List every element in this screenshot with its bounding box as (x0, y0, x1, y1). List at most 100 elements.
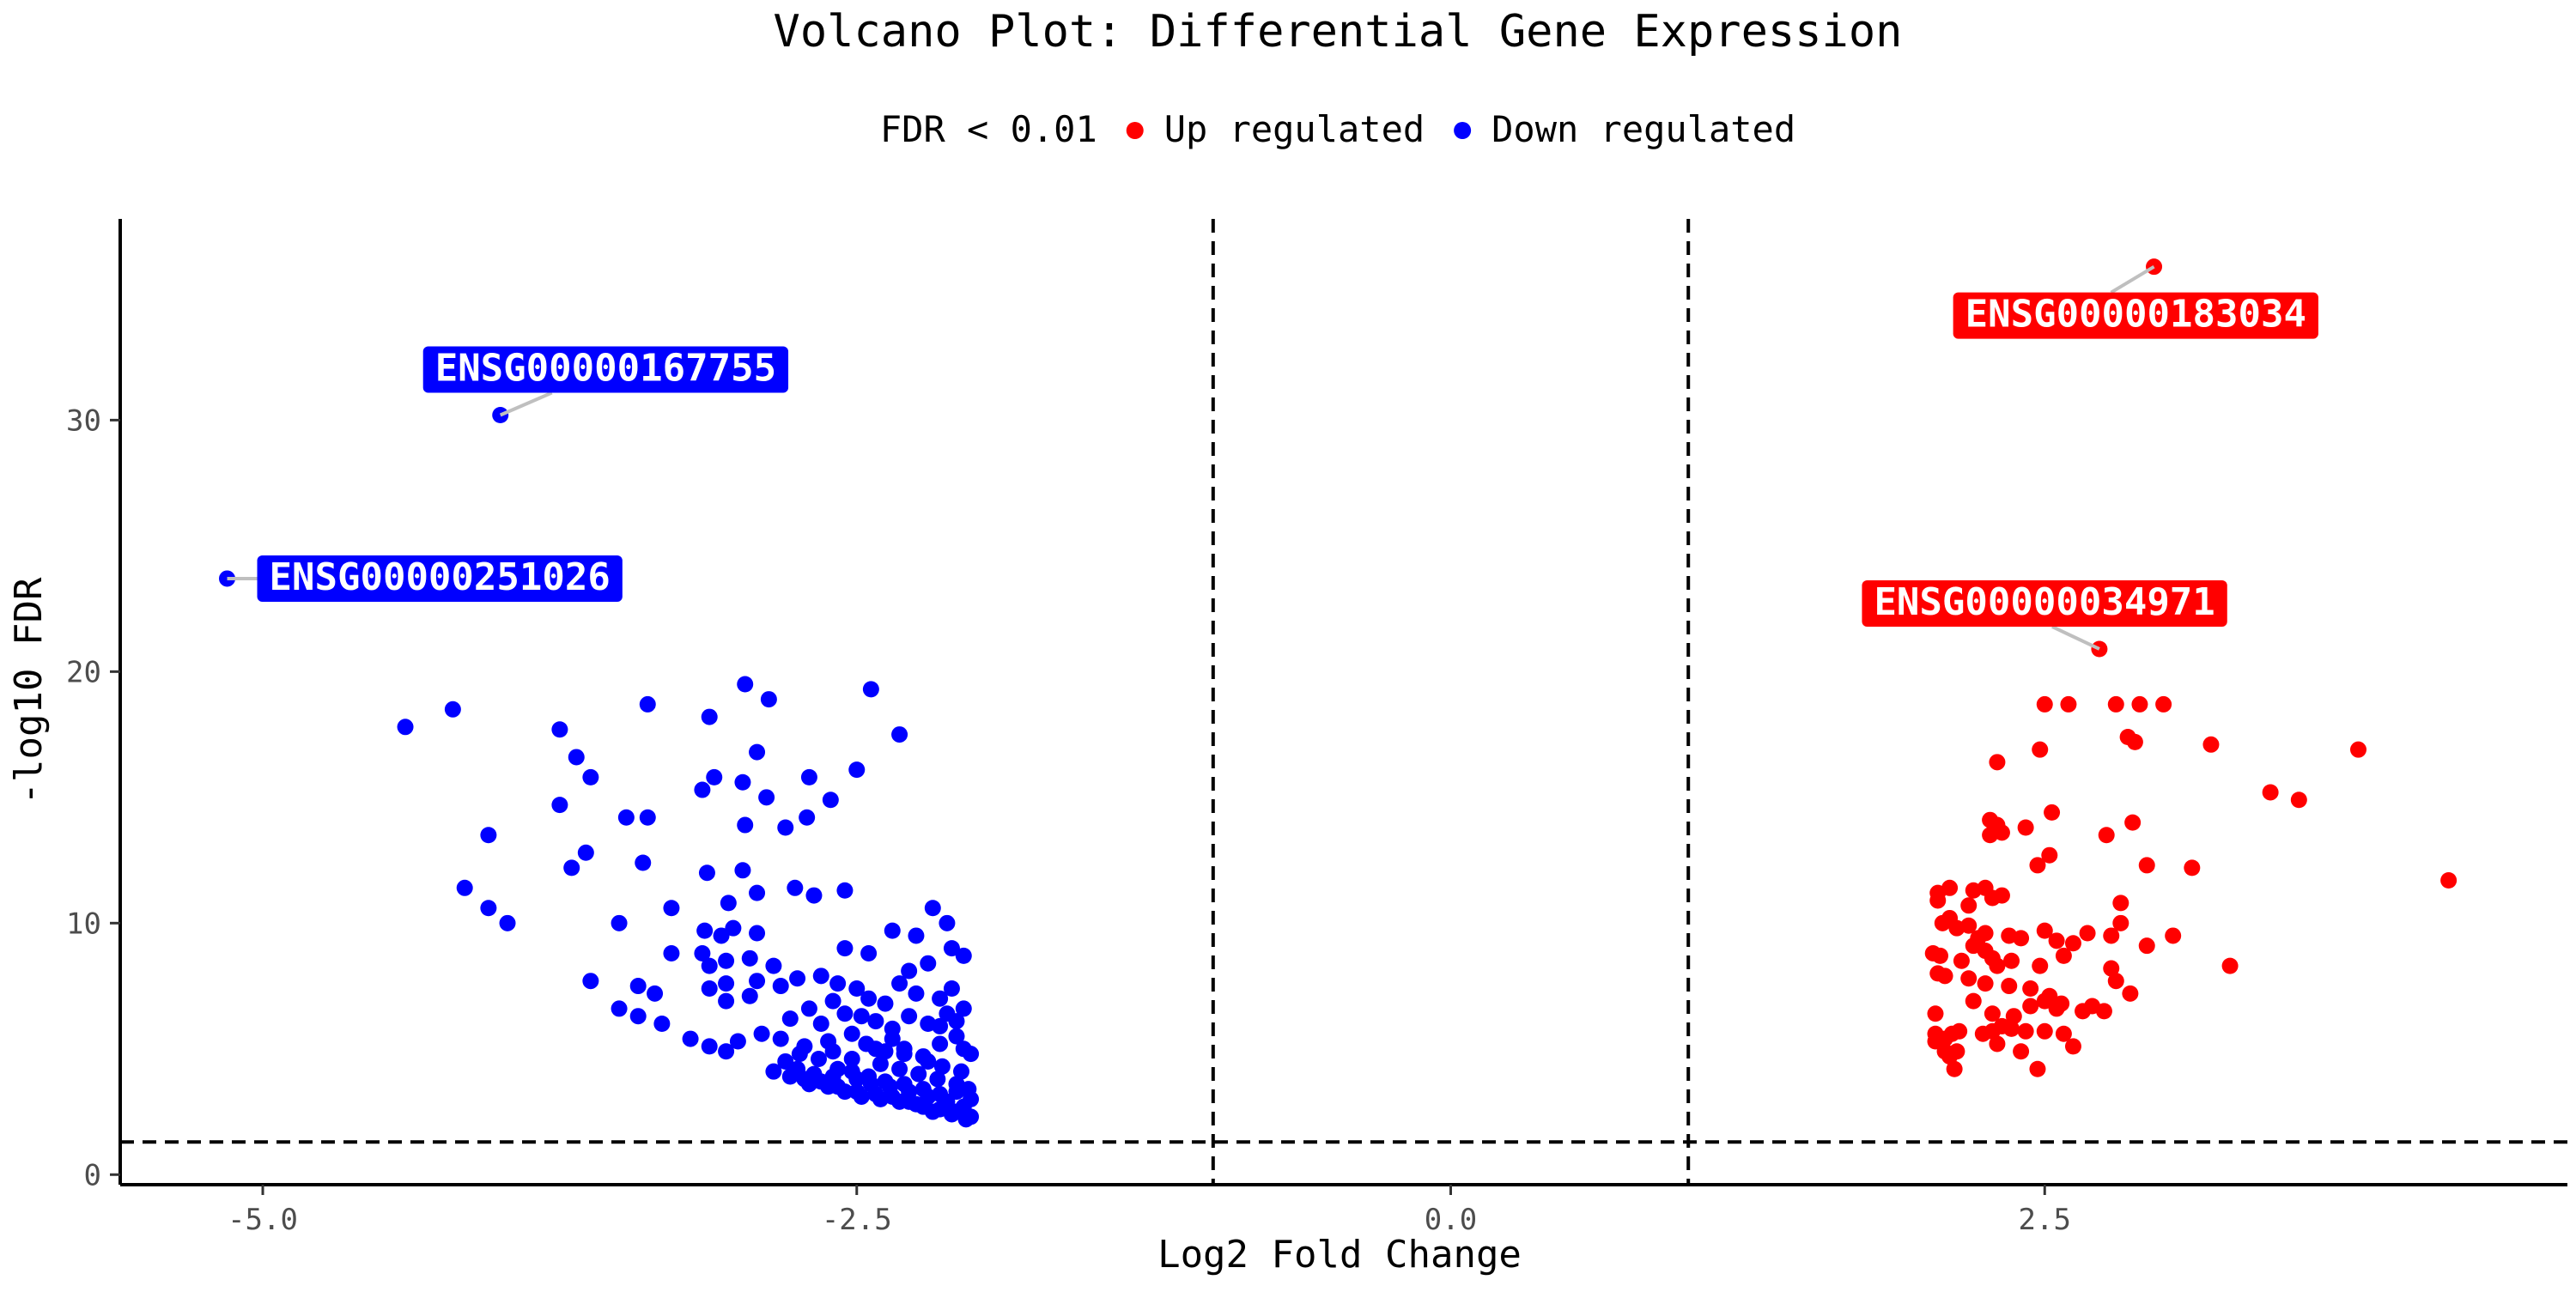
annotation-label: ENSG00000183034 (1965, 293, 2306, 337)
annotation-label-box (1862, 579, 2227, 627)
point-down (891, 1060, 908, 1077)
point-down (663, 900, 680, 917)
point-up (2221, 957, 2239, 974)
point-down (924, 1103, 941, 1120)
point-down (932, 990, 949, 1007)
legend-title: FDR < 0.01 (880, 108, 1097, 150)
point-up (2122, 985, 2139, 1002)
point-up (2048, 932, 2065, 949)
point-down (698, 864, 715, 882)
point-down (824, 992, 841, 1010)
point-down (943, 940, 960, 957)
point-up (2017, 1022, 2034, 1040)
point-down (860, 944, 878, 961)
point-down (877, 995, 894, 1012)
point-down (663, 944, 680, 961)
y-axis-label: -log10 FDR (7, 577, 51, 804)
point-down (963, 1046, 980, 1063)
legend-label-up: Up regulated (1164, 108, 1425, 150)
point-down (629, 1008, 647, 1025)
point-down (694, 781, 711, 798)
point-up (2064, 1038, 2081, 1055)
point-down (635, 854, 652, 871)
point-down (920, 955, 937, 972)
x-tick-label: 2.5 (2019, 1203, 2071, 1237)
point-up (2022, 980, 2039, 997)
point-down (741, 949, 758, 967)
point-up (1989, 754, 2006, 771)
point-down (682, 1030, 699, 1047)
point-down (617, 809, 635, 826)
point-down (706, 768, 723, 786)
point-down (829, 1060, 847, 1077)
point-up (2126, 733, 2143, 750)
annotation-leader (499, 391, 553, 417)
point-up (2036, 992, 2053, 1010)
point-up (2131, 695, 2148, 713)
legend-label-down: Down regulated (1492, 108, 1795, 150)
point-down (718, 1043, 735, 1060)
point-down (836, 882, 854, 899)
point-up (2036, 1022, 2053, 1040)
point-up (2440, 872, 2458, 889)
point-up (1948, 1043, 1965, 1060)
point-down (725, 919, 742, 937)
point-down (639, 809, 656, 826)
point-up (2095, 1003, 2112, 1020)
point-down (799, 809, 816, 826)
point-down (948, 1028, 965, 1045)
point-down (848, 980, 866, 997)
point-down (749, 743, 766, 761)
point-up (2055, 947, 2072, 964)
point-down (563, 859, 580, 876)
point-up (1965, 992, 1982, 1010)
point-down (758, 789, 775, 806)
point-down (953, 1063, 970, 1080)
point-up (2036, 695, 2053, 713)
point-down (568, 749, 585, 766)
point-down (955, 947, 972, 964)
point-down (932, 1017, 949, 1034)
point-down (884, 1020, 901, 1037)
point-down (920, 1088, 937, 1105)
point-up (1989, 957, 2006, 974)
point-up (2103, 927, 2120, 944)
point-down (908, 985, 925, 1002)
point-up (1993, 887, 2010, 904)
annotation-label-box (1953, 292, 2318, 339)
point-down (639, 695, 656, 713)
point-up (2001, 978, 2018, 995)
point-down (713, 927, 730, 944)
point-down (884, 922, 901, 939)
point-down (957, 1111, 975, 1128)
point-up (2165, 927, 2182, 944)
point-down (836, 940, 854, 957)
point-up (2013, 930, 2030, 947)
point-down (772, 978, 789, 995)
legend-marker-down (1454, 122, 1472, 139)
point-up (1960, 897, 1978, 914)
point-down (948, 1013, 965, 1030)
point-down (499, 914, 516, 931)
x-tick-label: -2.5 (822, 1203, 892, 1237)
point-down (760, 691, 777, 708)
legend: FDR < 0.01 Up regulated Down regulated (880, 108, 1795, 150)
point-down (812, 967, 829, 985)
point-down (720, 895, 737, 912)
point-down (789, 970, 806, 987)
point-down (701, 957, 718, 974)
point-down (933, 1058, 951, 1075)
point-down (853, 1008, 870, 1025)
point-down (929, 1071, 946, 1088)
annotation-label: ENSG00000034971 (1874, 580, 2215, 624)
point-down (891, 975, 908, 992)
point-down (800, 1000, 817, 1017)
annotation-leader (2110, 264, 2155, 294)
point-up (2112, 914, 2129, 931)
point-down (943, 1106, 960, 1123)
point-down (896, 1046, 913, 1063)
point-up (1941, 879, 1959, 896)
point-down (611, 1000, 628, 1017)
point-down (647, 985, 664, 1002)
point-up (2003, 1020, 2020, 1037)
